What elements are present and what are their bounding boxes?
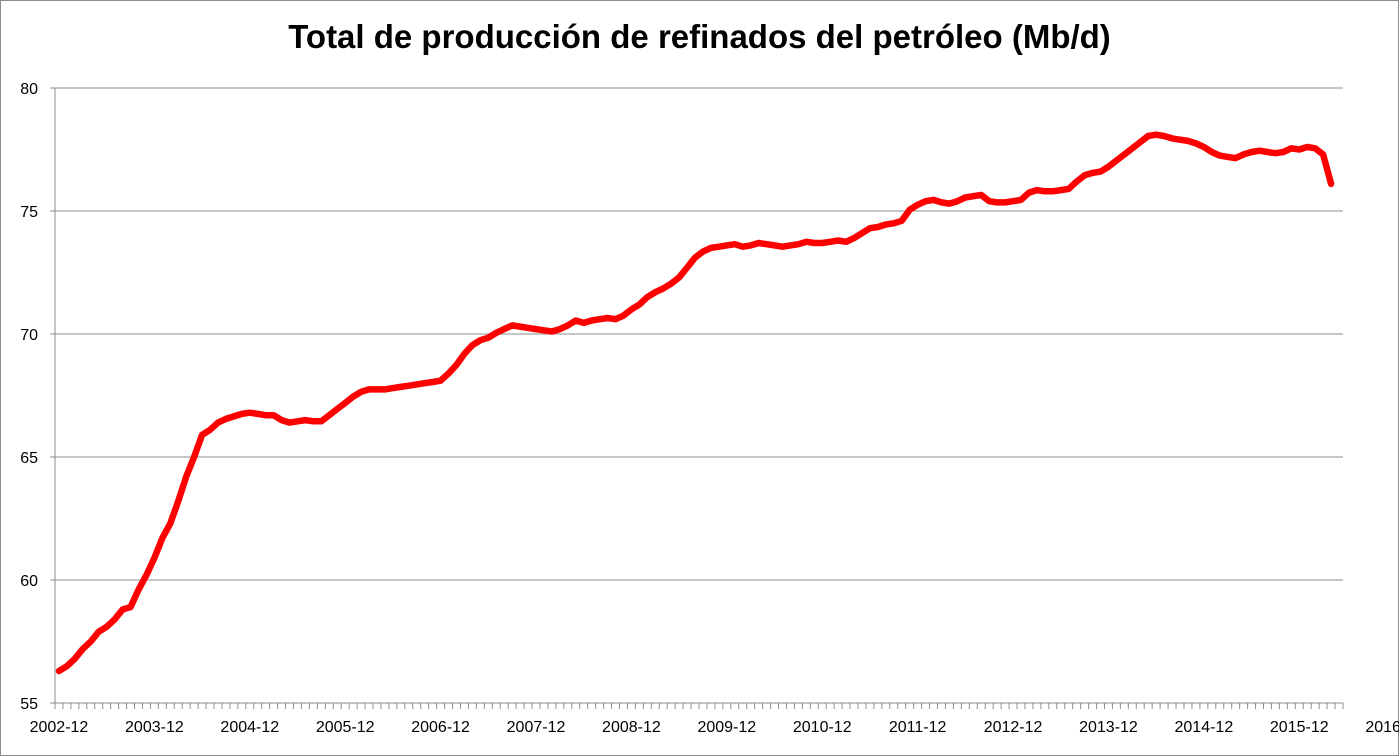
gridlines <box>55 87 1343 581</box>
y-tick-label: 80 <box>20 81 38 98</box>
y-tick-label: 70 <box>20 327 38 344</box>
x-tick-label: 2006-12 <box>411 719 470 736</box>
x-tick-label: 2013-12 <box>1079 719 1138 736</box>
x-tick-label: 2009-12 <box>697 719 756 736</box>
x-tick-label: 2007-12 <box>507 719 566 736</box>
chart-title: Total de producción de refinados del pet… <box>288 18 1111 55</box>
x-tick-label: 2004-12 <box>220 719 279 736</box>
y-tick-label: 60 <box>20 573 38 590</box>
y-axis: 55 60 65 70 75 80 <box>20 81 56 713</box>
y-tick-label: 55 <box>20 696 38 713</box>
x-tick-label: 2014-12 <box>1175 719 1234 736</box>
x-tick-label: 2005-12 <box>316 719 375 736</box>
x-tick-label: 2011-12 <box>889 719 947 736</box>
x-axis: 2002-12 2003-12 2004-12 2005-12 2006-12 2007-… <box>30 702 1399 736</box>
x-tick-label: 2003-12 <box>125 719 184 736</box>
y-tick-label: 65 <box>20 450 38 467</box>
x-tick-label: 2008-12 <box>602 719 661 736</box>
series-group <box>55 131 1335 675</box>
series-line <box>55 131 1335 675</box>
x-tick-label: 2002-12 <box>30 719 89 736</box>
x-tick-label: 2015-12 <box>1270 719 1329 736</box>
x-tick-label: 2016-12 <box>1365 719 1399 736</box>
y-tick-label: 75 <box>20 204 38 221</box>
x-tick-label: 2012-12 <box>984 719 1043 736</box>
x-tick-label: 2010-12 <box>793 719 852 736</box>
